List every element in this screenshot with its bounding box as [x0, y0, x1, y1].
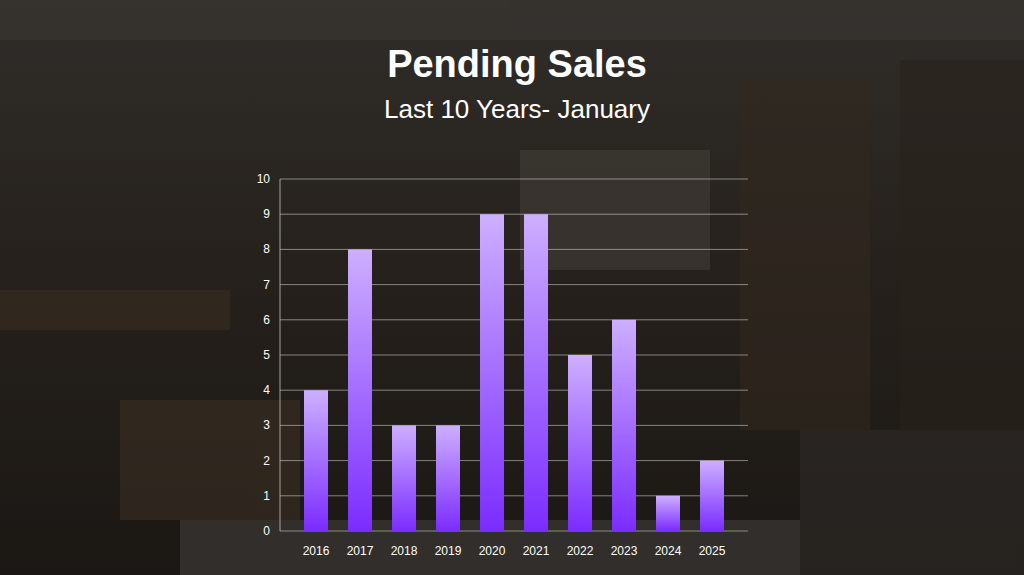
bar	[392, 425, 416, 531]
x-tick-label: 2018	[391, 544, 418, 558]
bar	[436, 425, 460, 531]
bar	[524, 214, 548, 531]
y-tick-label: 6	[263, 313, 270, 327]
overlay	[0, 0, 1024, 575]
bar	[304, 390, 328, 531]
bar	[480, 214, 504, 531]
bar	[656, 496, 680, 531]
y-tick-label: 9	[263, 207, 270, 221]
grid-line	[280, 214, 748, 215]
background	[0, 0, 1024, 575]
x-axis: 2016 2017 2018 2019 2020 2021 2022 2023 2024 2025	[303, 544, 726, 558]
chart: Pending Sales Last 10 Years- January 0 1 2 3 4…	[0, 0, 1024, 575]
y-tick-label: 1	[263, 489, 270, 503]
y-tick-label: 0	[263, 524, 270, 538]
y-tick-label: 5	[263, 348, 270, 362]
y-tick-label: 8	[263, 242, 270, 256]
y-tick-label: 10	[257, 172, 271, 186]
x-tick-label: 2024	[655, 544, 682, 558]
bar	[700, 461, 724, 531]
y-tick-label: 3	[263, 418, 270, 432]
background-scene	[0, 0, 1024, 575]
x-tick-label: 2017	[347, 544, 374, 558]
grid-line	[280, 179, 748, 180]
bars	[304, 214, 724, 531]
x-tick-label: 2016	[303, 544, 330, 558]
x-tick-label: 2021	[523, 544, 550, 558]
x-tick-label: 2022	[567, 544, 594, 558]
y-tick-label: 7	[263, 278, 270, 292]
x-tick-label: 2023	[611, 544, 638, 558]
bar	[612, 320, 636, 531]
x-tick-label: 2020	[479, 544, 506, 558]
y-axis-line	[280, 179, 281, 531]
subtitle: Last 10 Years- January	[384, 94, 650, 124]
x-tick-label: 2019	[435, 544, 462, 558]
y-axis: 0 1 2 3 4 5 6 7 8 9 10	[257, 172, 748, 538]
title: Pending Sales	[387, 43, 647, 85]
y-tick-label: 2	[263, 454, 270, 468]
stage: Pending Sales Last 10 Years- January 0 1 2 3 4…	[0, 0, 1024, 575]
x-tick-label: 2025	[699, 544, 726, 558]
bar	[348, 249, 372, 531]
bar	[568, 355, 592, 531]
y-tick-label: 4	[263, 383, 270, 397]
